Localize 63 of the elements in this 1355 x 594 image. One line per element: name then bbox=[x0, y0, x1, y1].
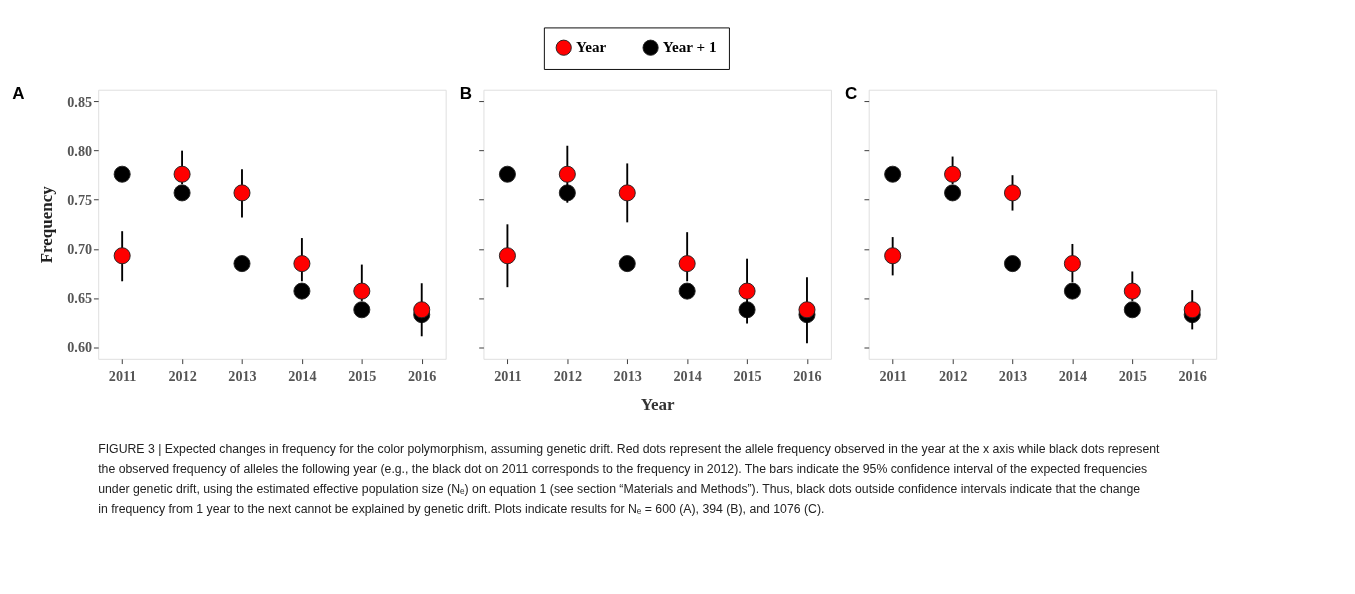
chart-title: C bbox=[845, 84, 858, 104]
x-tick-label: 2013 bbox=[998, 368, 1028, 385]
y-tick-label: 0.85 bbox=[67, 93, 93, 110]
x-tick-label: 2011 bbox=[494, 368, 522, 385]
y-tick-label: 0.80 bbox=[67, 142, 93, 159]
point bbox=[353, 282, 371, 300]
x-tick-label: 2015 bbox=[1118, 368, 1147, 385]
y-tick-label: 0.70 bbox=[67, 241, 93, 258]
y-tick-label: 0.65 bbox=[67, 290, 93, 307]
point bbox=[353, 301, 371, 319]
point bbox=[173, 184, 191, 202]
legend-label: Year bbox=[575, 39, 607, 56]
point bbox=[1123, 282, 1141, 300]
point bbox=[1123, 301, 1141, 319]
point bbox=[944, 184, 962, 202]
point bbox=[1063, 255, 1081, 273]
y-tick-label: 0.75 bbox=[67, 191, 93, 208]
y-tick-label: 0.60 bbox=[67, 339, 93, 356]
point bbox=[113, 247, 131, 265]
point bbox=[884, 165, 902, 183]
chart-title: A bbox=[12, 84, 25, 104]
point bbox=[293, 255, 311, 273]
x-tick-label: 2014 bbox=[288, 368, 317, 385]
point bbox=[293, 282, 311, 300]
point bbox=[738, 282, 756, 300]
point bbox=[1183, 301, 1201, 319]
x-tick-label: 2016 bbox=[408, 368, 437, 385]
x-tick-label: 2013 bbox=[613, 368, 642, 385]
point bbox=[413, 301, 431, 319]
x-tick-label: 2011 bbox=[879, 368, 907, 385]
point bbox=[618, 255, 636, 273]
point bbox=[884, 247, 902, 265]
point bbox=[113, 165, 131, 183]
y-axis-title: Frequency bbox=[37, 185, 57, 264]
x-tick-label: 2015 bbox=[348, 368, 377, 385]
point bbox=[233, 184, 251, 202]
point bbox=[173, 165, 191, 183]
x-tick-label: 2014 bbox=[673, 368, 702, 385]
point bbox=[498, 165, 516, 183]
x-tick-label: 2013 bbox=[228, 368, 257, 385]
x-tick-label: 2014 bbox=[1058, 368, 1088, 385]
caption: FIGURE 3 | Expected changes in frequency for the color polymorphism, assuming genetic drift. Red dots represent the allele frequency observed in the year at the x axis while black dots represent the observed frequency of alleles the following year (e.g., the black dot on 2011 corresponds to the frequency in 2012). The bars indicate the 95% confidence interval of the expected frequencies under genetic drift, using the estimated effective population size (Nₑ) on equation 1 (see section “Materials and Methods”). Thus, black dots outside confidence intervals indicate that the change in frequency from 1 year to the next cannot be explained by genetic drift. Plots indicate results for Nₑ = 600 (A), 394 (B), and 1076 (C). bbox=[98, 442, 1161, 516]
x-tick-label: 2012 bbox=[938, 368, 968, 385]
x-tick-label: 2016 bbox=[1178, 368, 1207, 385]
point bbox=[1003, 255, 1022, 273]
point bbox=[944, 165, 962, 183]
x-tick-label: 2016 bbox=[793, 368, 822, 385]
x-tick-label: 2011 bbox=[108, 368, 137, 385]
chart-title: B bbox=[459, 84, 473, 104]
x-tick-label: 2012 bbox=[553, 368, 582, 385]
point bbox=[678, 255, 696, 273]
point bbox=[558, 165, 576, 183]
point bbox=[233, 255, 251, 273]
point bbox=[1003, 184, 1022, 202]
point bbox=[618, 184, 636, 202]
legend-label: Year + 1 bbox=[662, 39, 717, 56]
point bbox=[798, 301, 816, 319]
x-tick-label: 2015 bbox=[733, 368, 762, 385]
point bbox=[1063, 282, 1081, 300]
x-axis-title: Year bbox=[640, 395, 676, 415]
x-tick-label: 2012 bbox=[168, 368, 197, 385]
point bbox=[498, 247, 516, 265]
point bbox=[678, 282, 696, 300]
